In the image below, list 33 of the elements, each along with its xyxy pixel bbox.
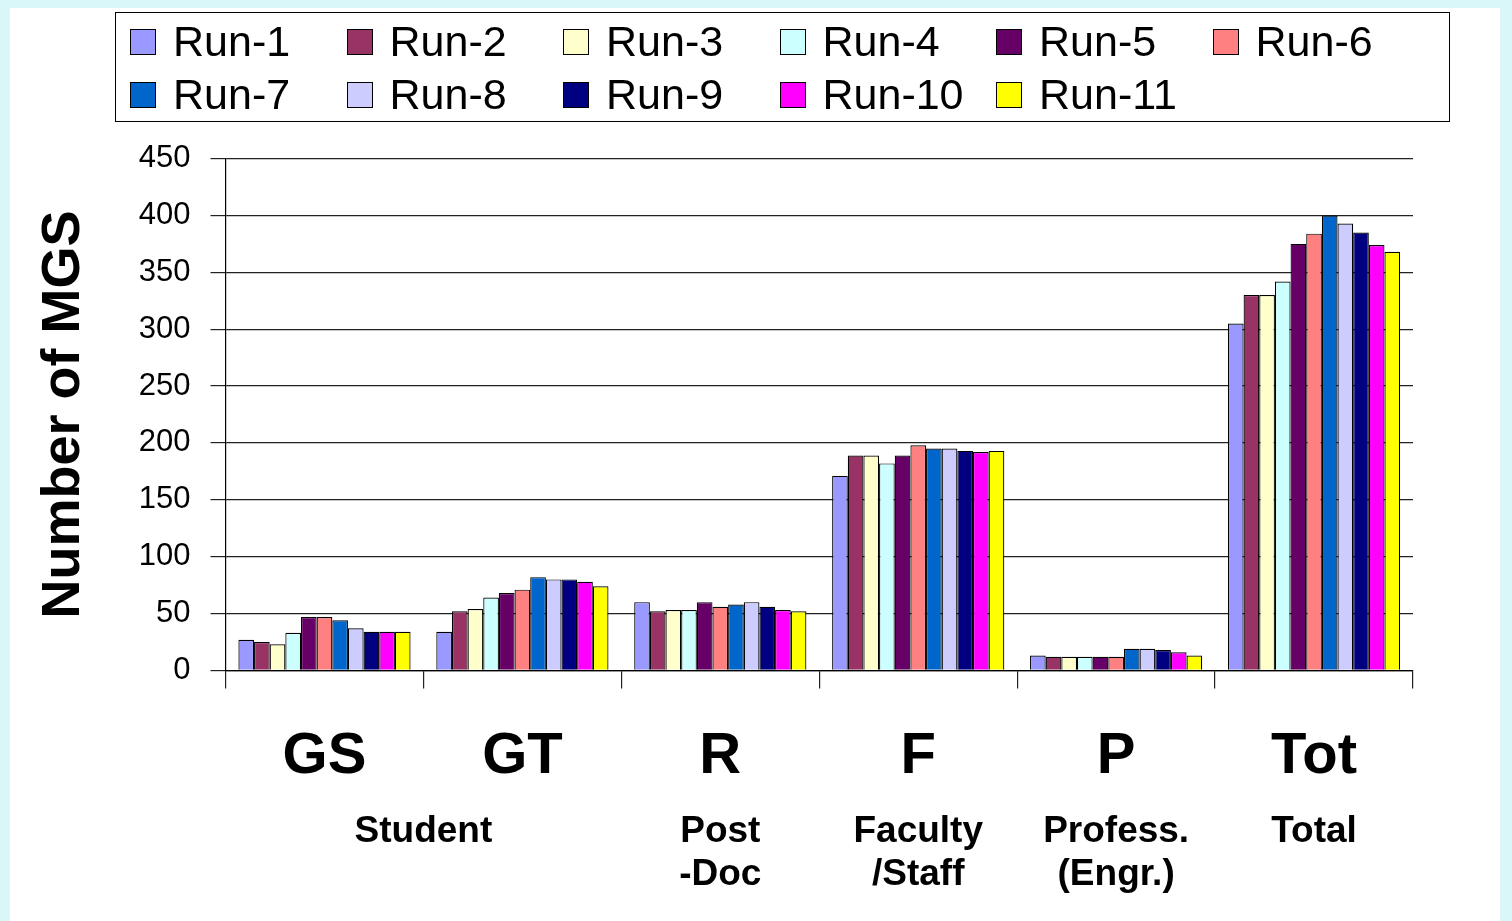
legend-label: Run-7 [173,70,291,118]
legend-label: Run-4 [822,17,940,65]
text: Faculty /Staff [853,809,984,894]
text: Total [1271,809,1357,851]
x-tick-label: Tot [1271,720,1357,786]
y-tick-label: 100 [138,537,191,573]
x-tick-label: R [699,720,742,786]
y-tick-label: 450 [138,139,191,175]
legend-label: Run-11 [1039,70,1177,118]
y-tick-label: 250 [138,366,191,402]
text: Student [354,809,493,851]
x-tick-label: GT [482,720,563,786]
legend-label: Run-1 [173,17,291,65]
legend-label: Run-9 [606,70,724,118]
legend-label: Run-3 [606,17,724,65]
x-tick-label: GS [282,720,367,786]
y-tick-label: 50 [156,594,191,630]
y-tick-label: 150 [138,480,191,516]
legend-label: Run-5 [1039,17,1157,65]
y-tick-label: 400 [138,196,191,232]
legend-label: Run-8 [389,70,507,118]
y-axis-title: Number of MGS [30,210,91,619]
legend-label: Run-10 [822,70,964,118]
y-tick-label: 350 [138,252,191,288]
x-tick-label: P [1096,720,1136,786]
x-tick-label: F [900,720,936,786]
y-tick-label: 200 [138,423,191,459]
legend-label: Run-2 [389,17,507,65]
text: Post -Doc [679,809,762,894]
text: Profess. (Engr.) [1043,809,1190,894]
legend-label: Run-6 [1255,17,1373,65]
y-tick-label: 300 [138,309,191,345]
y-tick-label: 0 [173,650,191,686]
